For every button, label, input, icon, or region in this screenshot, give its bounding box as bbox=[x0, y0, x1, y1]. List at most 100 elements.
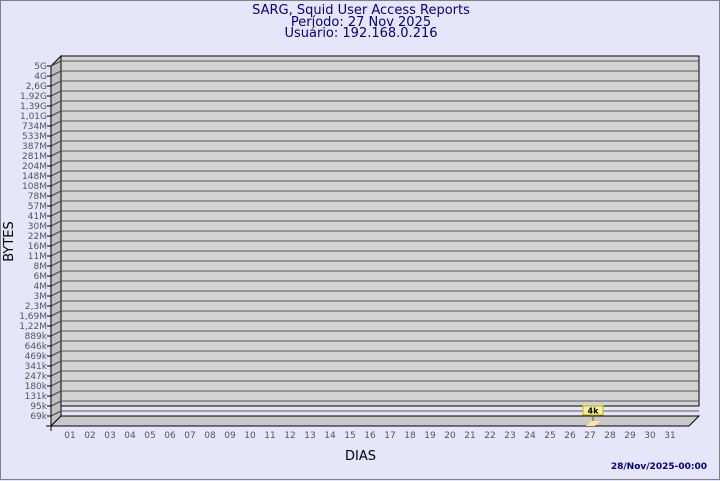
y-tick-label: 108M bbox=[22, 182, 47, 192]
y-tick-label: 4M bbox=[34, 282, 48, 292]
bar-label: 4k bbox=[588, 407, 600, 416]
y-tick-label: 148M bbox=[22, 172, 47, 182]
y-tick-label: 5G bbox=[34, 62, 47, 72]
gridline-left bbox=[50, 370, 62, 377]
gridline-left bbox=[50, 220, 62, 227]
gridline-left bbox=[50, 200, 62, 207]
x-tick-label: 17 bbox=[384, 431, 395, 441]
gridline-left bbox=[50, 170, 62, 177]
x-tick-label: 07 bbox=[184, 431, 195, 441]
gridline-left bbox=[50, 410, 62, 417]
y-tick-label: 2,6G bbox=[26, 82, 47, 92]
y-tick-label: 1,92G bbox=[20, 92, 47, 102]
y-tick-label: 22M bbox=[28, 232, 47, 242]
x-tick-label: 15 bbox=[344, 431, 355, 441]
y-tick-label: 57M bbox=[28, 202, 47, 212]
bar-label-box bbox=[582, 405, 604, 416]
x-tick-label: 06 bbox=[164, 431, 176, 441]
gridline-left bbox=[50, 130, 62, 137]
gridline-left bbox=[50, 350, 62, 357]
gridline-left bbox=[50, 190, 62, 197]
y-tick-label: 131k bbox=[25, 392, 48, 402]
y-tick-label: 646k bbox=[25, 342, 48, 352]
x-tick-label: 20 bbox=[444, 431, 456, 441]
y-tick-label: 78M bbox=[28, 192, 47, 202]
y-tick-label: 16M bbox=[28, 242, 47, 252]
gridline-left bbox=[50, 260, 62, 267]
gridline-left bbox=[50, 110, 62, 117]
y-tick-label: 533M bbox=[22, 132, 47, 142]
gridline-left bbox=[50, 140, 62, 147]
gridline-left bbox=[50, 310, 62, 317]
y-tick-label: 30M bbox=[28, 222, 47, 232]
y-tick-label: 2,3M bbox=[25, 302, 47, 312]
y-tick-label: 734M bbox=[22, 122, 47, 132]
gridline-left bbox=[50, 400, 62, 407]
gridline-left bbox=[50, 150, 62, 157]
gridline-left bbox=[50, 120, 62, 127]
x-tick-label: 21 bbox=[464, 431, 475, 441]
x-tick-label: 01 bbox=[64, 431, 75, 441]
x-tick-label: 03 bbox=[104, 431, 115, 441]
x-tick-label: 23 bbox=[504, 431, 515, 441]
y-tick-label: 6M bbox=[34, 272, 48, 282]
gridline-left bbox=[50, 90, 62, 97]
y-tick-label: 180k bbox=[25, 382, 48, 392]
y-tick-label: 247k bbox=[25, 372, 48, 382]
x-tick-label: 02 bbox=[84, 431, 95, 441]
y-tick-label: 8M bbox=[34, 262, 48, 272]
x-tick-label: 12 bbox=[284, 431, 295, 441]
gridline-left bbox=[50, 230, 62, 237]
x-tick-label: 26 bbox=[564, 431, 576, 441]
y-tick-label: 281M bbox=[22, 152, 47, 162]
y-tick-label: 469k bbox=[25, 352, 48, 362]
y-tick-label: 3M bbox=[34, 292, 48, 302]
gridline-left bbox=[50, 270, 62, 277]
gridline-left bbox=[50, 360, 62, 367]
gridline-left bbox=[50, 280, 62, 287]
bar bbox=[586, 421, 600, 426]
y-tick-label: 1,22M bbox=[19, 322, 47, 332]
x-tick-label: 27 bbox=[584, 431, 595, 441]
x-tick-label: 31 bbox=[664, 431, 675, 441]
x-tick-label: 14 bbox=[324, 431, 336, 441]
gridline-left bbox=[50, 100, 62, 107]
gridline-left bbox=[50, 290, 62, 297]
x-tick-label: 29 bbox=[624, 431, 636, 441]
gridline-left bbox=[50, 240, 62, 247]
gridline-left bbox=[50, 160, 62, 167]
x-tick-label: 22 bbox=[484, 431, 495, 441]
y-tick-label: 889k bbox=[25, 332, 48, 342]
gridline-left bbox=[50, 300, 62, 307]
x-axis-label: DIAS bbox=[345, 449, 376, 464]
y-tick-label: 1,39G bbox=[20, 102, 47, 112]
x-tick-label: 19 bbox=[424, 431, 436, 441]
y-tick-label: 387M bbox=[22, 142, 47, 152]
x-tick-label: 05 bbox=[144, 431, 155, 441]
gridline-left bbox=[50, 250, 62, 257]
y-tick-label: 95k bbox=[30, 402, 47, 412]
y-tick-label: 341k bbox=[25, 362, 48, 372]
x-tick-label: 16 bbox=[364, 431, 376, 441]
y-tick-label: 69k bbox=[30, 412, 47, 422]
gridline-left bbox=[50, 320, 62, 327]
y-tick-label: 4G bbox=[34, 72, 47, 82]
x-tick-label: 28 bbox=[604, 431, 616, 441]
x-tick-label: 24 bbox=[524, 431, 536, 441]
x-tick-label: 08 bbox=[204, 431, 216, 441]
chart-period: Período: 27 Nov 2025 bbox=[290, 15, 432, 30]
chart-user: Usuário: 192.168.0.216 bbox=[284, 26, 438, 41]
gridline-left bbox=[50, 180, 62, 187]
y-tick-label: 204M bbox=[22, 162, 47, 172]
x-tick-label: 09 bbox=[224, 431, 236, 441]
y-tick-label: 41M bbox=[28, 212, 47, 222]
gridline-left bbox=[50, 60, 62, 67]
x-tick-label: 18 bbox=[404, 431, 416, 441]
gridline-left bbox=[50, 70, 62, 77]
x-tick-label: 11 bbox=[264, 431, 275, 441]
gridline-left bbox=[50, 210, 62, 217]
x-tick-label: 25 bbox=[544, 431, 555, 441]
chart-title: SARG, Squid User Access Reports bbox=[252, 3, 470, 18]
